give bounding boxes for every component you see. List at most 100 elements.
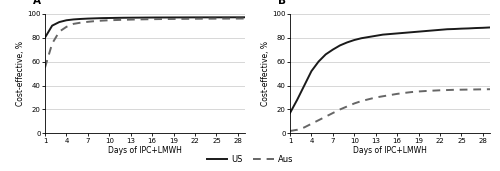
Aus: [416, 90, 422, 93]
Text: B: B: [278, 0, 286, 6]
US: [214, 16, 220, 18]
US: [128, 17, 134, 19]
Aus: [64, 26, 70, 28]
Aus: [49, 43, 55, 45]
Aus: [422, 90, 428, 92]
US: [366, 36, 372, 38]
Aus: [199, 18, 205, 20]
US: [135, 17, 141, 19]
US: [466, 27, 471, 29]
US: [114, 17, 119, 19]
Aus: [294, 129, 300, 131]
US: [170, 16, 176, 18]
Aus: [120, 19, 126, 21]
X-axis label: Days of IPC+LMWH: Days of IPC+LMWH: [353, 146, 427, 155]
US: [64, 19, 70, 21]
US: [387, 33, 393, 35]
US: [92, 17, 98, 19]
Aus: [402, 92, 407, 94]
US: [302, 84, 308, 87]
Line: US: US: [290, 28, 490, 113]
US: [228, 16, 234, 18]
Aus: [394, 93, 400, 95]
Aus: [220, 18, 226, 20]
Aus: [316, 119, 322, 121]
Aus: [56, 31, 62, 33]
Aus: [235, 18, 241, 20]
Aus: [78, 22, 84, 24]
US: [316, 61, 322, 63]
US: [178, 16, 184, 18]
US: [330, 49, 336, 51]
Aus: [308, 123, 314, 125]
Line: Aus: Aus: [45, 18, 245, 68]
US: [344, 41, 350, 43]
US: [472, 27, 478, 29]
US: [480, 27, 486, 29]
Line: US: US: [45, 17, 245, 38]
Line: Aus: Aus: [290, 89, 490, 131]
Y-axis label: Cost-effective, %: Cost-effective, %: [16, 41, 24, 106]
Aus: [380, 95, 386, 97]
Aus: [472, 88, 478, 90]
Aus: [344, 105, 350, 108]
Aus: [214, 18, 220, 20]
US: [308, 70, 314, 72]
X-axis label: Days of IPC+LMWH: Days of IPC+LMWH: [108, 146, 182, 155]
Aus: [149, 18, 155, 20]
Aus: [408, 91, 414, 93]
Aus: [452, 89, 458, 91]
US: [78, 18, 84, 20]
US: [42, 37, 48, 39]
US: [372, 35, 378, 37]
US: [402, 32, 407, 34]
Aus: [206, 18, 212, 20]
Aus: [430, 90, 436, 92]
Aus: [302, 126, 308, 128]
Aus: [352, 102, 358, 104]
US: [106, 17, 112, 19]
Aus: [287, 130, 293, 132]
US: [287, 112, 293, 114]
US: [352, 39, 358, 41]
US: [408, 31, 414, 33]
Aus: [330, 112, 336, 114]
Aus: [164, 18, 170, 20]
Aus: [466, 89, 471, 91]
US: [142, 17, 148, 19]
Aus: [322, 116, 328, 118]
Aus: [444, 89, 450, 91]
US: [422, 30, 428, 32]
US: [437, 29, 443, 31]
US: [185, 16, 191, 18]
Aus: [185, 18, 191, 20]
US: [322, 53, 328, 55]
US: [452, 28, 458, 30]
Aus: [458, 89, 464, 91]
US: [149, 16, 155, 18]
US: [164, 16, 170, 18]
US: [487, 27, 493, 29]
Aus: [437, 89, 443, 91]
Text: A: A: [33, 0, 41, 6]
US: [156, 16, 162, 18]
US: [380, 34, 386, 36]
US: [206, 16, 212, 18]
Aus: [156, 18, 162, 20]
US: [444, 28, 450, 30]
US: [220, 16, 226, 18]
US: [70, 18, 76, 21]
Aus: [106, 19, 112, 21]
Legend: US, Aus: US, Aus: [203, 151, 297, 167]
Aus: [337, 108, 343, 110]
Aus: [85, 21, 91, 23]
Aus: [42, 67, 48, 69]
US: [358, 37, 364, 39]
Aus: [99, 20, 105, 22]
US: [458, 28, 464, 30]
US: [235, 16, 241, 18]
Aus: [70, 23, 76, 25]
Aus: [487, 88, 493, 90]
Aus: [358, 100, 364, 102]
Y-axis label: Cost-effective, %: Cost-effective, %: [260, 41, 270, 106]
